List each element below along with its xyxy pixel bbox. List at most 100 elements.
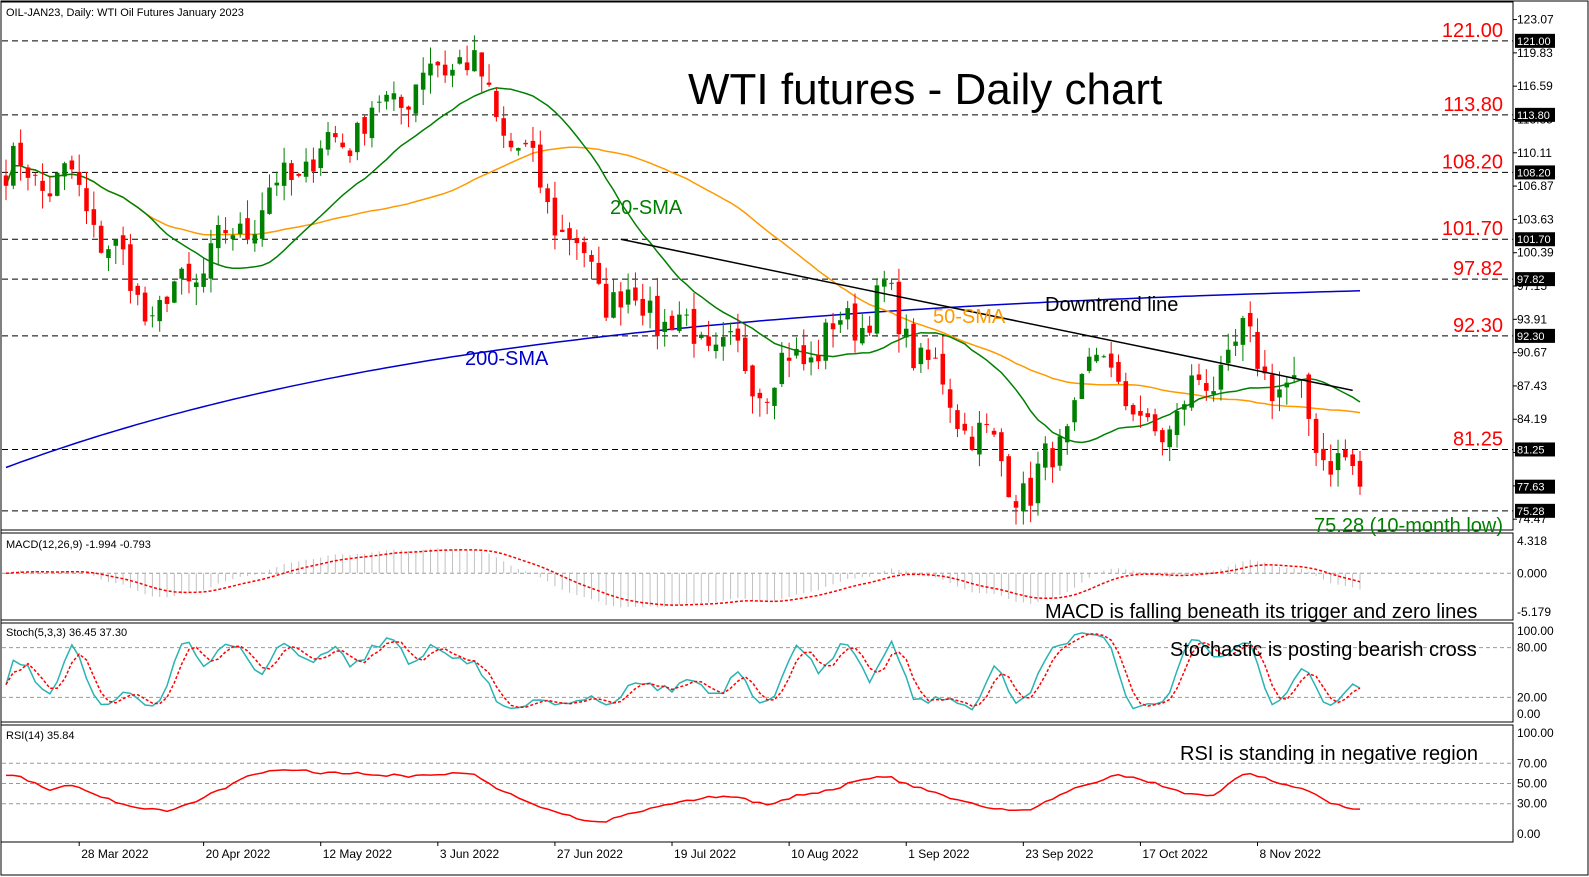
chart-title: WTI futures - Daily chart [688, 65, 1162, 114]
candle-body [318, 148, 323, 169]
candle-body [18, 142, 23, 166]
candle-body [1138, 411, 1143, 416]
price-box [1515, 272, 1555, 287]
rsi-tick-label: 30.00 [1517, 797, 1547, 811]
rsi-header: RSI(14) 35.84 [6, 730, 74, 742]
candle-body [179, 268, 184, 279]
candle-body [69, 160, 75, 170]
time-tick-label: 12 May 2022 [323, 847, 393, 861]
stoch-signal-line [5, 633, 1361, 709]
candle-body [1189, 375, 1194, 408]
candle-body [1240, 317, 1246, 345]
candle-body [457, 57, 463, 64]
candle-body [1247, 312, 1253, 327]
candle-body [33, 174, 38, 176]
rsi-layer: 100.00 70.00 50.00 30.00 0.00 [2, 726, 1554, 841]
candle-body [684, 314, 689, 316]
candle-body [362, 117, 367, 134]
sma200-layer [5, 290, 1361, 469]
candle-body [215, 224, 221, 249]
candle-body [245, 218, 250, 240]
rsi-tick-label: 50.00 [1517, 777, 1547, 791]
candle-body [420, 72, 426, 90]
candle-body [98, 225, 104, 253]
candle-body [194, 282, 199, 288]
candle-body [1269, 374, 1275, 402]
macd-tick-label: -5.179 [1517, 605, 1551, 619]
candle-body [1291, 375, 1297, 379]
candle-body [1021, 483, 1026, 512]
candle-body [1255, 331, 1260, 369]
candle-body [523, 142, 528, 145]
time-tick-label: 17 Oct 2022 [1142, 847, 1208, 861]
candle-body [274, 182, 280, 186]
candle-body [530, 140, 536, 148]
price-box-label: 108.20 [1517, 167, 1551, 179]
rsi-tick-label: 100.00 [1517, 726, 1554, 740]
rsi-annotation: RSI is standing in negative region [1180, 743, 1478, 765]
level-label: 75.28 (10-month low) [1314, 515, 1503, 537]
candle-body [1108, 353, 1114, 368]
stoch-panel-frame [0, 622, 1514, 723]
candle-body [479, 52, 484, 77]
candle-body [472, 50, 477, 72]
price-tick-label: 106.87 [1517, 179, 1554, 193]
candle-body [1094, 354, 1099, 362]
candle-body [764, 401, 770, 403]
stoch-tick-label: 80.00 [1517, 641, 1547, 655]
time-axis: 28 Mar 2022 20 Apr 2022 12 May 2022 3 Jun 2… [78, 842, 1321, 861]
candle-body [633, 287, 638, 301]
candle-body [786, 357, 792, 361]
candle-body [845, 308, 850, 320]
candle-body [1123, 381, 1129, 407]
price-box [1515, 165, 1555, 180]
candle-body [1313, 418, 1319, 453]
price-box-label: 92.30 [1517, 331, 1545, 343]
price-box [1515, 442, 1555, 457]
level-label: 113.80 [1443, 94, 1503, 116]
candle-body [267, 187, 272, 214]
candle-body [223, 230, 228, 234]
candle-body [1167, 429, 1172, 448]
level-label: 121.00 [1442, 20, 1503, 42]
macd-tick-label: 0.000 [1517, 566, 1547, 580]
candles [3, 35, 1363, 525]
candle-body [896, 281, 902, 335]
candle-body [977, 422, 982, 455]
candle-body [903, 328, 909, 338]
candle-body [662, 321, 667, 332]
time-tick-label: 3 Jun 2022 [440, 847, 500, 861]
candle-body [955, 410, 960, 430]
candle-body [1218, 364, 1224, 390]
candle-body [3, 175, 9, 186]
time-tick-label: 10 Aug 2022 [791, 847, 859, 861]
price-tick-label: 87.43 [1517, 379, 1547, 393]
candle-body [442, 64, 448, 76]
candle-body [311, 159, 316, 172]
rsi-tick-label: 70.00 [1517, 756, 1547, 770]
candle-body [120, 235, 126, 250]
candle-body [1043, 443, 1048, 468]
candle-body [969, 436, 975, 450]
level-label: 108.20 [1442, 151, 1503, 173]
candle-body [340, 142, 345, 148]
candle-body [450, 69, 455, 76]
time-tick-label: 23 Sep 2022 [1025, 847, 1093, 861]
sma20-line [5, 87, 1361, 444]
candle-body [772, 387, 777, 406]
candle-body [1006, 456, 1011, 498]
price-box-label: 97.82 [1517, 274, 1545, 286]
candle-body [355, 122, 360, 153]
candle-body [508, 140, 514, 148]
candle-body [962, 423, 968, 431]
macd-signal-line [5, 549, 1361, 606]
candle-body [1152, 414, 1158, 432]
candle-body [376, 101, 382, 103]
candle-body [1284, 382, 1290, 388]
candle-body [289, 163, 294, 181]
candle-body [559, 229, 565, 232]
price-tick-label: 103.63 [1517, 212, 1554, 226]
candle-body [779, 352, 785, 385]
rsi-line [6, 769, 1361, 823]
